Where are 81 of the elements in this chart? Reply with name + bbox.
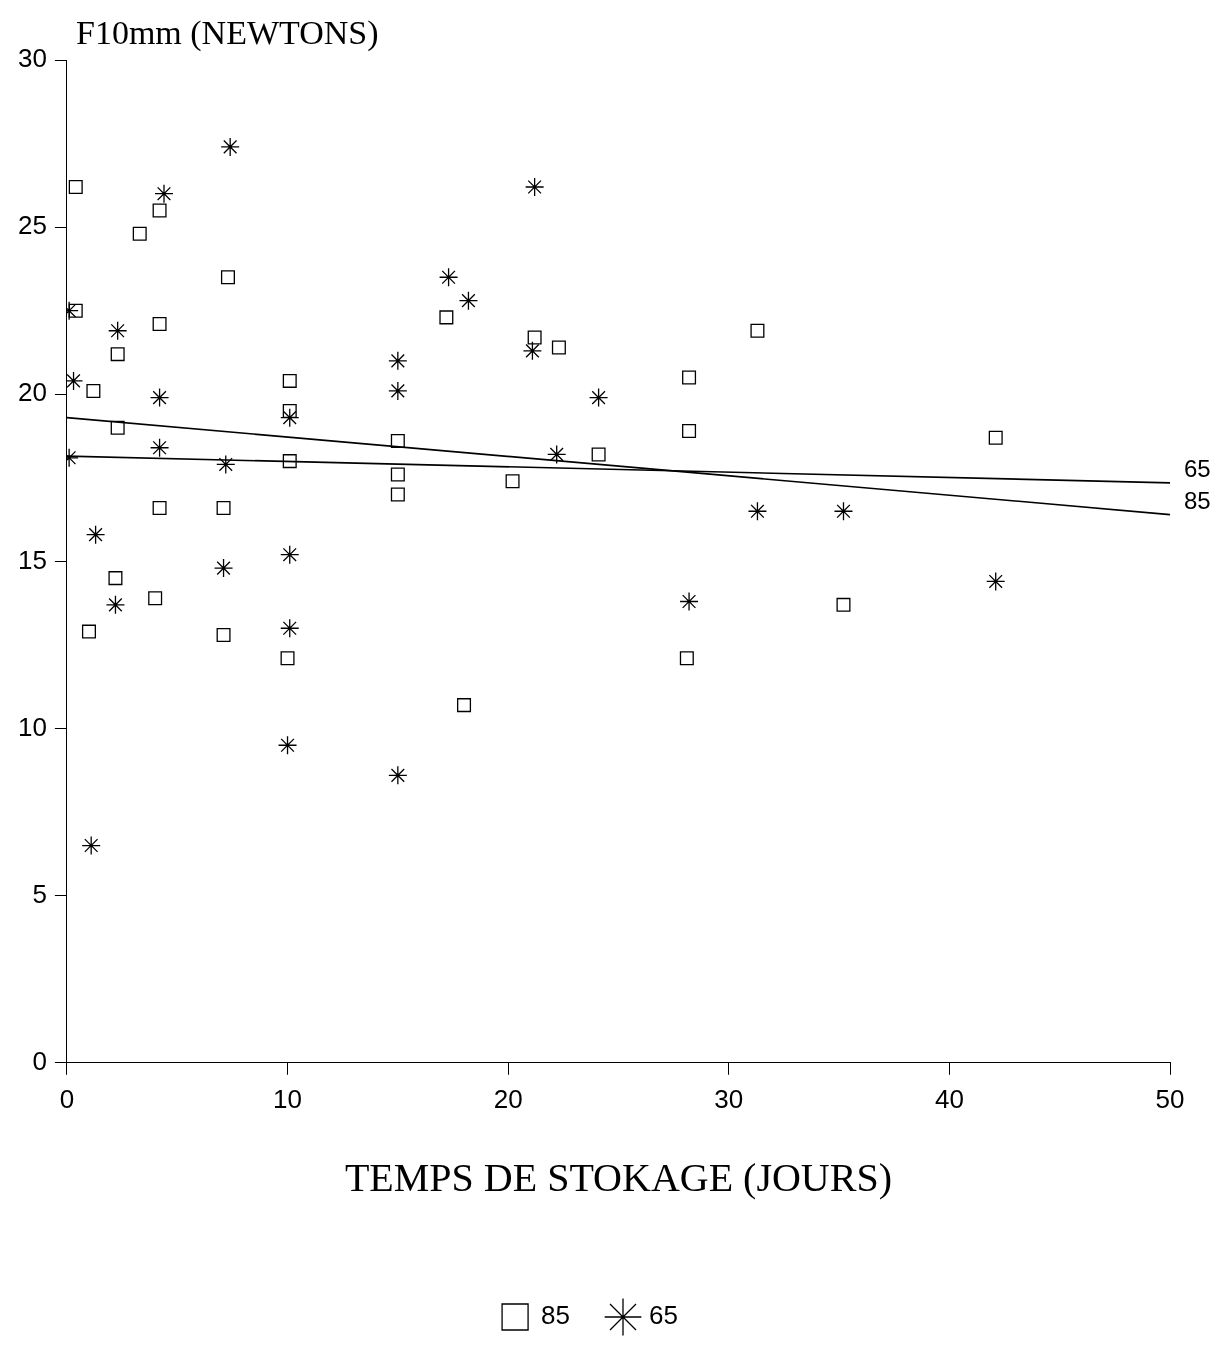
point [682, 370, 697, 385]
point [152, 203, 167, 218]
point [527, 330, 542, 345]
point [522, 341, 543, 361]
point [280, 651, 295, 666]
point [110, 420, 125, 435]
x-tick-label: 40 [934, 1083, 964, 1114]
point [110, 347, 125, 362]
point [388, 351, 408, 371]
point [149, 387, 170, 408]
point [280, 408, 300, 428]
x-tick-label: 50 [1155, 1083, 1185, 1114]
point [682, 424, 697, 439]
point [457, 698, 472, 713]
point [747, 501, 768, 521]
point [551, 340, 566, 355]
y-tick-label: 25 [18, 210, 47, 241]
point [152, 500, 167, 515]
point [149, 438, 170, 458]
point [280, 618, 300, 638]
point [216, 454, 236, 475]
point [152, 317, 167, 332]
point [439, 310, 454, 325]
point [836, 597, 851, 612]
point [388, 381, 408, 401]
point [213, 558, 234, 578]
x-axis-title: TEMPS DE STOKAGE (JOURS) [344, 1154, 893, 1200]
point [68, 303, 83, 318]
y-axis-title: F10mm (NEWTONS) [76, 13, 379, 52]
point [216, 500, 231, 515]
x-tick-label: 10 [273, 1083, 302, 1114]
point [108, 571, 123, 586]
point [216, 627, 231, 642]
point [588, 387, 609, 408]
legend-label: 65 [649, 1300, 678, 1331]
y-tick-label: 30 [18, 43, 47, 74]
point [86, 383, 101, 398]
point [282, 454, 297, 469]
y-tick-label: 0 [32, 1045, 47, 1076]
point [986, 571, 1006, 592]
point [390, 434, 405, 449]
annotation: 65 [1184, 455, 1211, 483]
point [280, 545, 300, 565]
point [458, 291, 479, 311]
point [505, 474, 520, 489]
point [148, 591, 163, 606]
point [750, 323, 765, 338]
annotation: 85 [1184, 487, 1211, 515]
point [108, 321, 128, 341]
x-tick-label: 30 [714, 1083, 744, 1114]
point [85, 525, 106, 545]
point [105, 595, 126, 615]
point [81, 624, 96, 639]
point [282, 403, 297, 418]
point [220, 137, 240, 157]
point [524, 177, 545, 197]
point [438, 267, 459, 287]
point [68, 180, 83, 195]
x-tick-label: 0 [59, 1083, 75, 1114]
y-tick-label: 20 [18, 377, 47, 408]
point [220, 270, 235, 285]
point [277, 735, 298, 755]
point [547, 444, 567, 465]
y-tick-label: 10 [18, 711, 47, 742]
point [154, 184, 174, 204]
point [81, 835, 101, 856]
legend-label: 85 [541, 1300, 570, 1331]
point [390, 487, 405, 502]
point [388, 765, 408, 785]
y-tick-label: 5 [32, 878, 47, 909]
point [390, 467, 405, 482]
point [988, 430, 1003, 445]
point [833, 501, 854, 521]
point [132, 226, 147, 241]
point [282, 373, 297, 388]
point [66, 371, 84, 391]
point [679, 591, 699, 612]
point [591, 447, 606, 462]
x-tick-label: 20 [493, 1083, 523, 1114]
y-tick-label: 15 [18, 544, 47, 575]
point [679, 651, 694, 666]
